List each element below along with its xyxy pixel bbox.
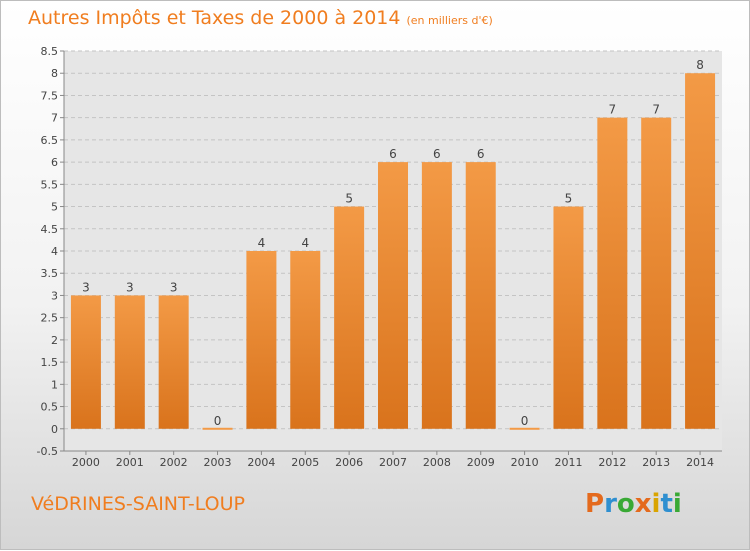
x-tick-label: 2000 [72,456,100,469]
x-tick-label: 2001 [116,456,144,469]
y-tick-label: 2.5 [41,312,59,325]
y-tick-label: 0.5 [41,401,59,414]
x-tick-label: 2009 [467,456,495,469]
bar-value-label: 7 [609,103,617,117]
logo-letter: x [634,489,652,519]
bar [509,427,540,430]
y-tick-label: -0.5 [37,445,58,458]
chart-unit: (en milliers d'€) [406,14,493,27]
x-tick-label: 2007 [379,456,407,469]
commune-name: VéDRINES-SAINT-LOUP [31,493,245,515]
logo-letter: r [604,489,617,519]
bar-value-label: 8 [696,58,704,72]
bar-value-label: 0 [521,414,529,428]
bar-value-label: 3 [82,280,90,294]
bar [290,251,321,429]
bar [158,295,189,429]
y-tick-label: 0 [51,423,58,436]
proxiti-logo: Proxiti [585,489,682,519]
y-tick-label: 5.5 [41,178,59,191]
bar-value-label: 3 [126,280,134,294]
bar [641,117,672,429]
logo-letter: t [660,489,673,519]
bar-value-label: 3 [170,280,178,294]
bar-value-label: 5 [565,192,573,206]
y-tick-label: 6 [51,156,58,169]
x-tick-label: 2002 [160,456,188,469]
bar [334,206,365,429]
logo-letter: i [672,489,682,519]
x-tick-label: 2008 [423,456,451,469]
x-tick-label: 2011 [554,456,582,469]
y-tick-label: 5 [51,201,58,214]
bar-value-label: 6 [477,147,485,161]
y-tick-label: 3.5 [41,267,59,280]
chart-title: Autres Impôts et Taxes de 2000 à 2014 (en… [28,7,493,29]
bar [202,427,233,430]
bar-value-label: 4 [301,236,309,250]
x-tick-label: 2004 [247,456,275,469]
bar [246,251,277,429]
y-tick-label: 8 [51,67,58,80]
bar [553,206,584,429]
x-tick-label: 2010 [511,456,539,469]
bar [114,295,145,429]
bar-value-label: 6 [433,147,441,161]
bar-value-label: 5 [345,192,353,206]
bar [685,73,716,429]
x-tick-label: 2014 [686,456,714,469]
y-tick-label: 7 [51,112,58,125]
x-tick-label: 2012 [598,456,626,469]
chart-title-text: Autres Impôts et Taxes de 2000 à 2014 [28,7,401,29]
bar [597,117,628,429]
bar [378,162,408,429]
bar [70,295,101,429]
y-tick-label: 4.5 [41,223,59,236]
y-tick-label: 1 [51,378,58,391]
y-tick-label: 8.5 [41,45,59,58]
logo-letter: P [585,489,605,519]
bar [465,162,496,429]
y-tick-label: 2 [51,334,58,347]
bar-value-label: 4 [258,236,266,250]
bar-value-label: 0 [214,414,222,428]
x-tick-label: 2005 [291,456,319,469]
x-tick-label: 2013 [642,456,670,469]
x-tick-label: 2006 [335,456,363,469]
logo-letter: i [651,489,661,519]
bar [421,162,452,429]
x-tick-label: 2003 [204,456,232,469]
y-tick-label: 4 [51,245,58,258]
y-tick-label: 1.5 [41,356,59,369]
bar-value-label: 6 [389,147,397,161]
bar-value-label: 7 [652,103,660,117]
y-tick-label: 7.5 [41,89,59,102]
y-tick-label: 6.5 [41,134,59,147]
y-tick-label: 3 [51,289,58,302]
logo-letter: o [616,489,635,519]
